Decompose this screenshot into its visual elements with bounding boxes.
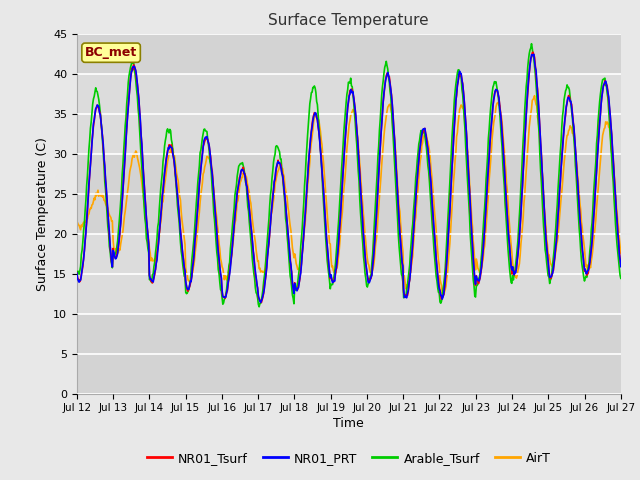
AirT xyxy=(617,250,625,256)
Arable_Tsurf xyxy=(223,287,230,292)
NR01_Tsurf xyxy=(223,290,230,296)
NR01_PRT xyxy=(416,149,424,155)
NR01_PRT xyxy=(257,300,264,305)
NR01_Tsurf xyxy=(257,300,265,305)
Arable_Tsurf xyxy=(73,270,81,276)
NR01_Tsurf xyxy=(529,49,537,55)
Y-axis label: Surface Temperature (C): Surface Temperature (C) xyxy=(36,137,49,290)
NR01_PRT xyxy=(139,156,147,162)
NR01_PRT xyxy=(530,51,538,57)
Line: NR01_PRT: NR01_PRT xyxy=(77,54,621,302)
NR01_PRT xyxy=(617,264,625,270)
NR01_Tsurf xyxy=(139,156,147,161)
NR01_PRT xyxy=(194,202,202,207)
NR01_Tsurf xyxy=(194,204,202,209)
AirT xyxy=(223,277,230,283)
Arable_Tsurf xyxy=(528,41,536,47)
NR01_Tsurf xyxy=(431,244,439,250)
NR01_PRT xyxy=(223,289,230,295)
Legend: NR01_Tsurf, NR01_PRT, Arable_Tsurf, AirT: NR01_Tsurf, NR01_PRT, Arable_Tsurf, AirT xyxy=(141,447,556,469)
NR01_Tsurf xyxy=(83,219,90,225)
Bar xyxy=(77,34,621,73)
NR01_Tsurf xyxy=(73,270,81,276)
AirT xyxy=(531,93,538,98)
AirT xyxy=(440,292,447,298)
NR01_Tsurf xyxy=(617,262,625,267)
AirT xyxy=(194,225,202,230)
Text: BC_met: BC_met xyxy=(85,46,137,59)
AirT xyxy=(83,214,90,220)
AirT xyxy=(73,219,81,225)
Arable_Tsurf xyxy=(83,183,90,189)
Arable_Tsurf xyxy=(431,264,439,270)
Arable_Tsurf xyxy=(194,179,202,185)
Bar xyxy=(77,313,621,394)
NR01_PRT xyxy=(83,218,90,224)
Arable_Tsurf xyxy=(139,176,147,182)
Line: AirT: AirT xyxy=(77,96,621,295)
Bar xyxy=(77,234,621,313)
AirT xyxy=(139,188,147,193)
NR01_Tsurf xyxy=(416,149,424,155)
Arable_Tsurf xyxy=(617,276,625,281)
Bar xyxy=(77,154,621,234)
AirT xyxy=(415,175,422,180)
AirT xyxy=(431,211,438,216)
Line: Arable_Tsurf: Arable_Tsurf xyxy=(77,44,621,307)
Bar xyxy=(77,73,621,154)
NR01_PRT xyxy=(73,270,81,276)
NR01_PRT xyxy=(431,246,439,252)
X-axis label: Time: Time xyxy=(333,418,364,431)
Arable_Tsurf xyxy=(255,304,263,310)
Line: NR01_Tsurf: NR01_Tsurf xyxy=(77,52,621,302)
Arable_Tsurf xyxy=(416,138,424,144)
Title: Surface Temperature: Surface Temperature xyxy=(269,13,429,28)
